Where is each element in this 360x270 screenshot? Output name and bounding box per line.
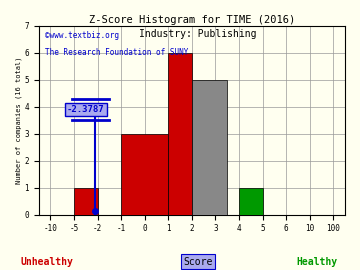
Text: The Research Foundation of SUNY: The Research Foundation of SUNY [45,48,188,58]
Y-axis label: Number of companies (16 total): Number of companies (16 total) [15,56,22,184]
Bar [192,80,227,215]
Title: Z-Score Histogram for TIME (2016): Z-Score Histogram for TIME (2016) [89,15,295,25]
Bar [239,188,262,215]
Text: Score: Score [183,257,213,267]
Text: Industry: Publishing: Industry: Publishing [139,29,257,39]
Text: ©www.textbiz.org: ©www.textbiz.org [45,31,119,40]
Bar [168,53,192,215]
Text: -2.3787: -2.3787 [67,105,104,114]
Text: Unhealthy: Unhealthy [21,257,73,267]
Bar [121,134,168,215]
Text: Healthy: Healthy [296,257,337,267]
Bar [74,188,98,215]
